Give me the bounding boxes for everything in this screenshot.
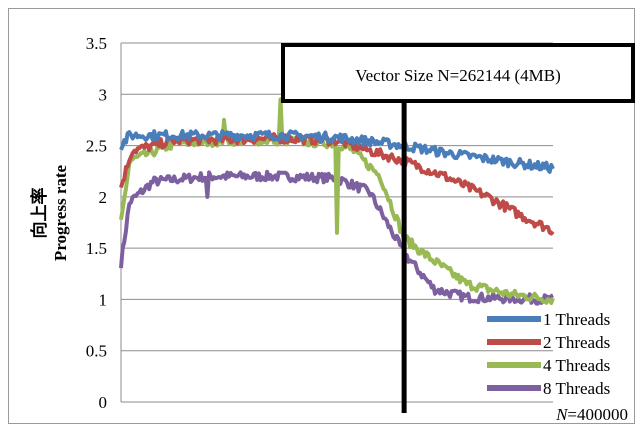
x-extent-note-prefix: N [555, 405, 569, 424]
x-extent-note-value: =400000 [567, 405, 628, 424]
y-tick-label: 3 [99, 85, 108, 104]
y-tick-labels: 0 0.5 1 1.5 2 2.5 3 3.5 [86, 34, 107, 412]
series-line [119, 129, 555, 174]
legend-label: 2 Threads [543, 333, 610, 352]
legend-label: 8 Threads [543, 379, 610, 398]
annotation-box [281, 43, 635, 103]
data-series [119, 97, 555, 306]
y-tick-label: 1 [99, 290, 108, 309]
legend-label: 4 Threads [543, 356, 610, 375]
series-line [119, 132, 555, 236]
y-axis-label: 向上率 [29, 188, 49, 239]
legend-label: 1 Threads [543, 310, 610, 329]
y-tick-label: 2 [99, 188, 108, 207]
y-tick-label: 2.5 [86, 137, 107, 156]
y-tick-label: 0.5 [86, 342, 107, 361]
series-line [119, 97, 555, 305]
x-extent-note: N=400000 [555, 405, 628, 424]
y-axis-sublabel: Progress rate [51, 164, 70, 261]
annotation-text: Vector Size N=262144 (4MB) [355, 66, 561, 85]
y-tick-label: 1.5 [86, 239, 107, 258]
legend: 1 Threads 2 Threads 4 Threads 8 Threads [487, 310, 610, 398]
y-tick-label: 0 [99, 393, 108, 412]
y-tick-label: 3.5 [86, 34, 107, 53]
